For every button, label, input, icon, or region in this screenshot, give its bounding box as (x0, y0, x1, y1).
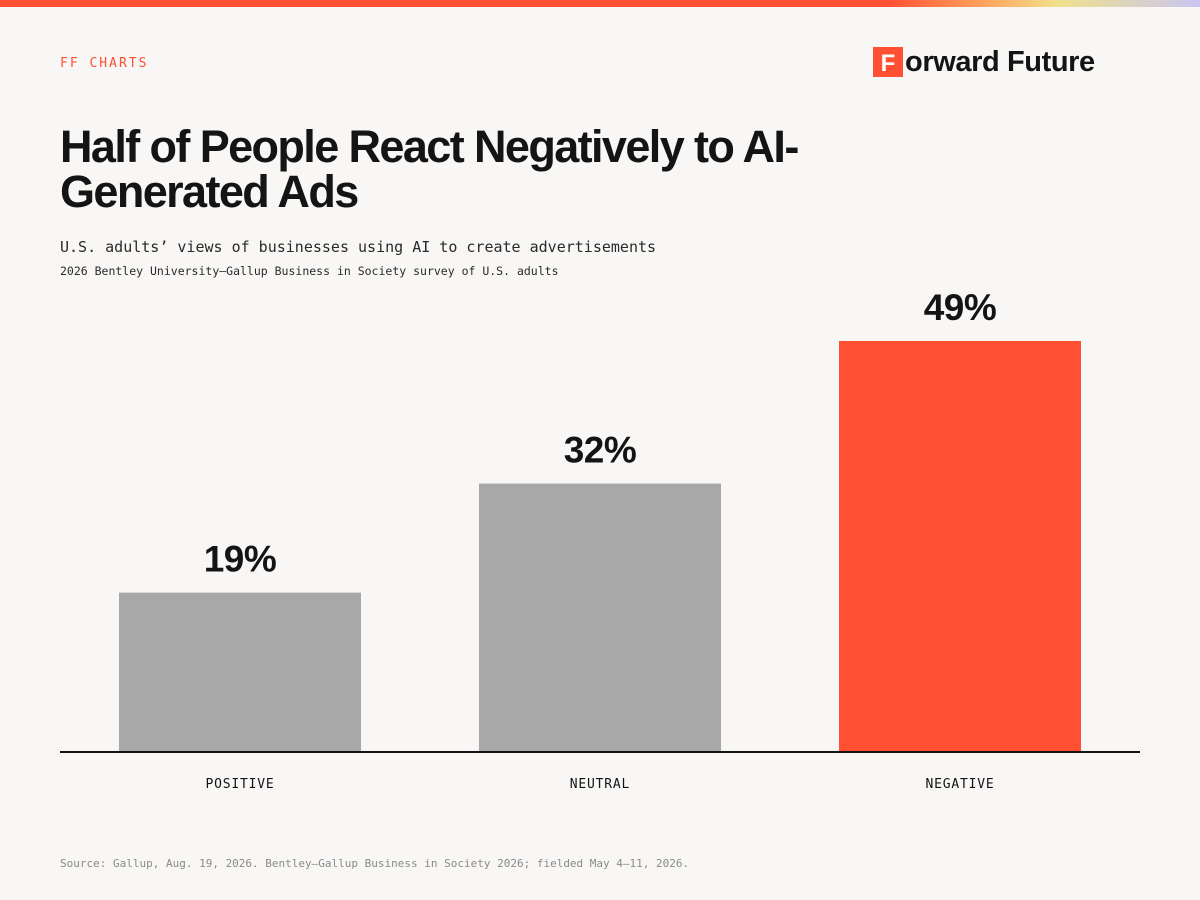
data-label-neutral: 32% (564, 430, 637, 471)
bar-negative (839, 341, 1081, 752)
brand-logo[interactable]: F orward Future (873, 46, 1095, 78)
data-label-negative: 49% (924, 287, 997, 328)
bar-positive (119, 592, 361, 752)
chart-title: Half of People React Negatively to AI-Ge… (60, 121, 799, 217)
brand-logo-icon: F (873, 47, 903, 77)
data-label-positive: 19% (204, 539, 277, 580)
chart-subtitle: U.S. adults’ views of businesses using A… (60, 238, 657, 256)
bar-group: 19% POSITIVE 32% NEUTRAL 49% NEGATIVE (119, 287, 1081, 792)
x-tick-label-positive: POSITIVE (205, 777, 274, 792)
brand-wordmark: orward Future (905, 46, 1095, 78)
bar-chart: 19% POSITIVE 32% NEUTRAL 49% NEGATIVE (60, 287, 1140, 792)
top-accent-bar (0, 0, 1200, 7)
survey-note: 2026 Bentley University–Gallup Business … (60, 264, 559, 278)
series-tag: FF CHARTS (60, 56, 149, 71)
bar-neutral (479, 483, 721, 752)
brand-logo-letter: F (881, 50, 896, 77)
x-tick-label-neutral: NEUTRAL (570, 777, 630, 792)
source-note: Source: Gallup, Aug. 19, 2026. Bentley–G… (60, 857, 690, 870)
x-tick-label-negative: NEGATIVE (925, 777, 994, 792)
